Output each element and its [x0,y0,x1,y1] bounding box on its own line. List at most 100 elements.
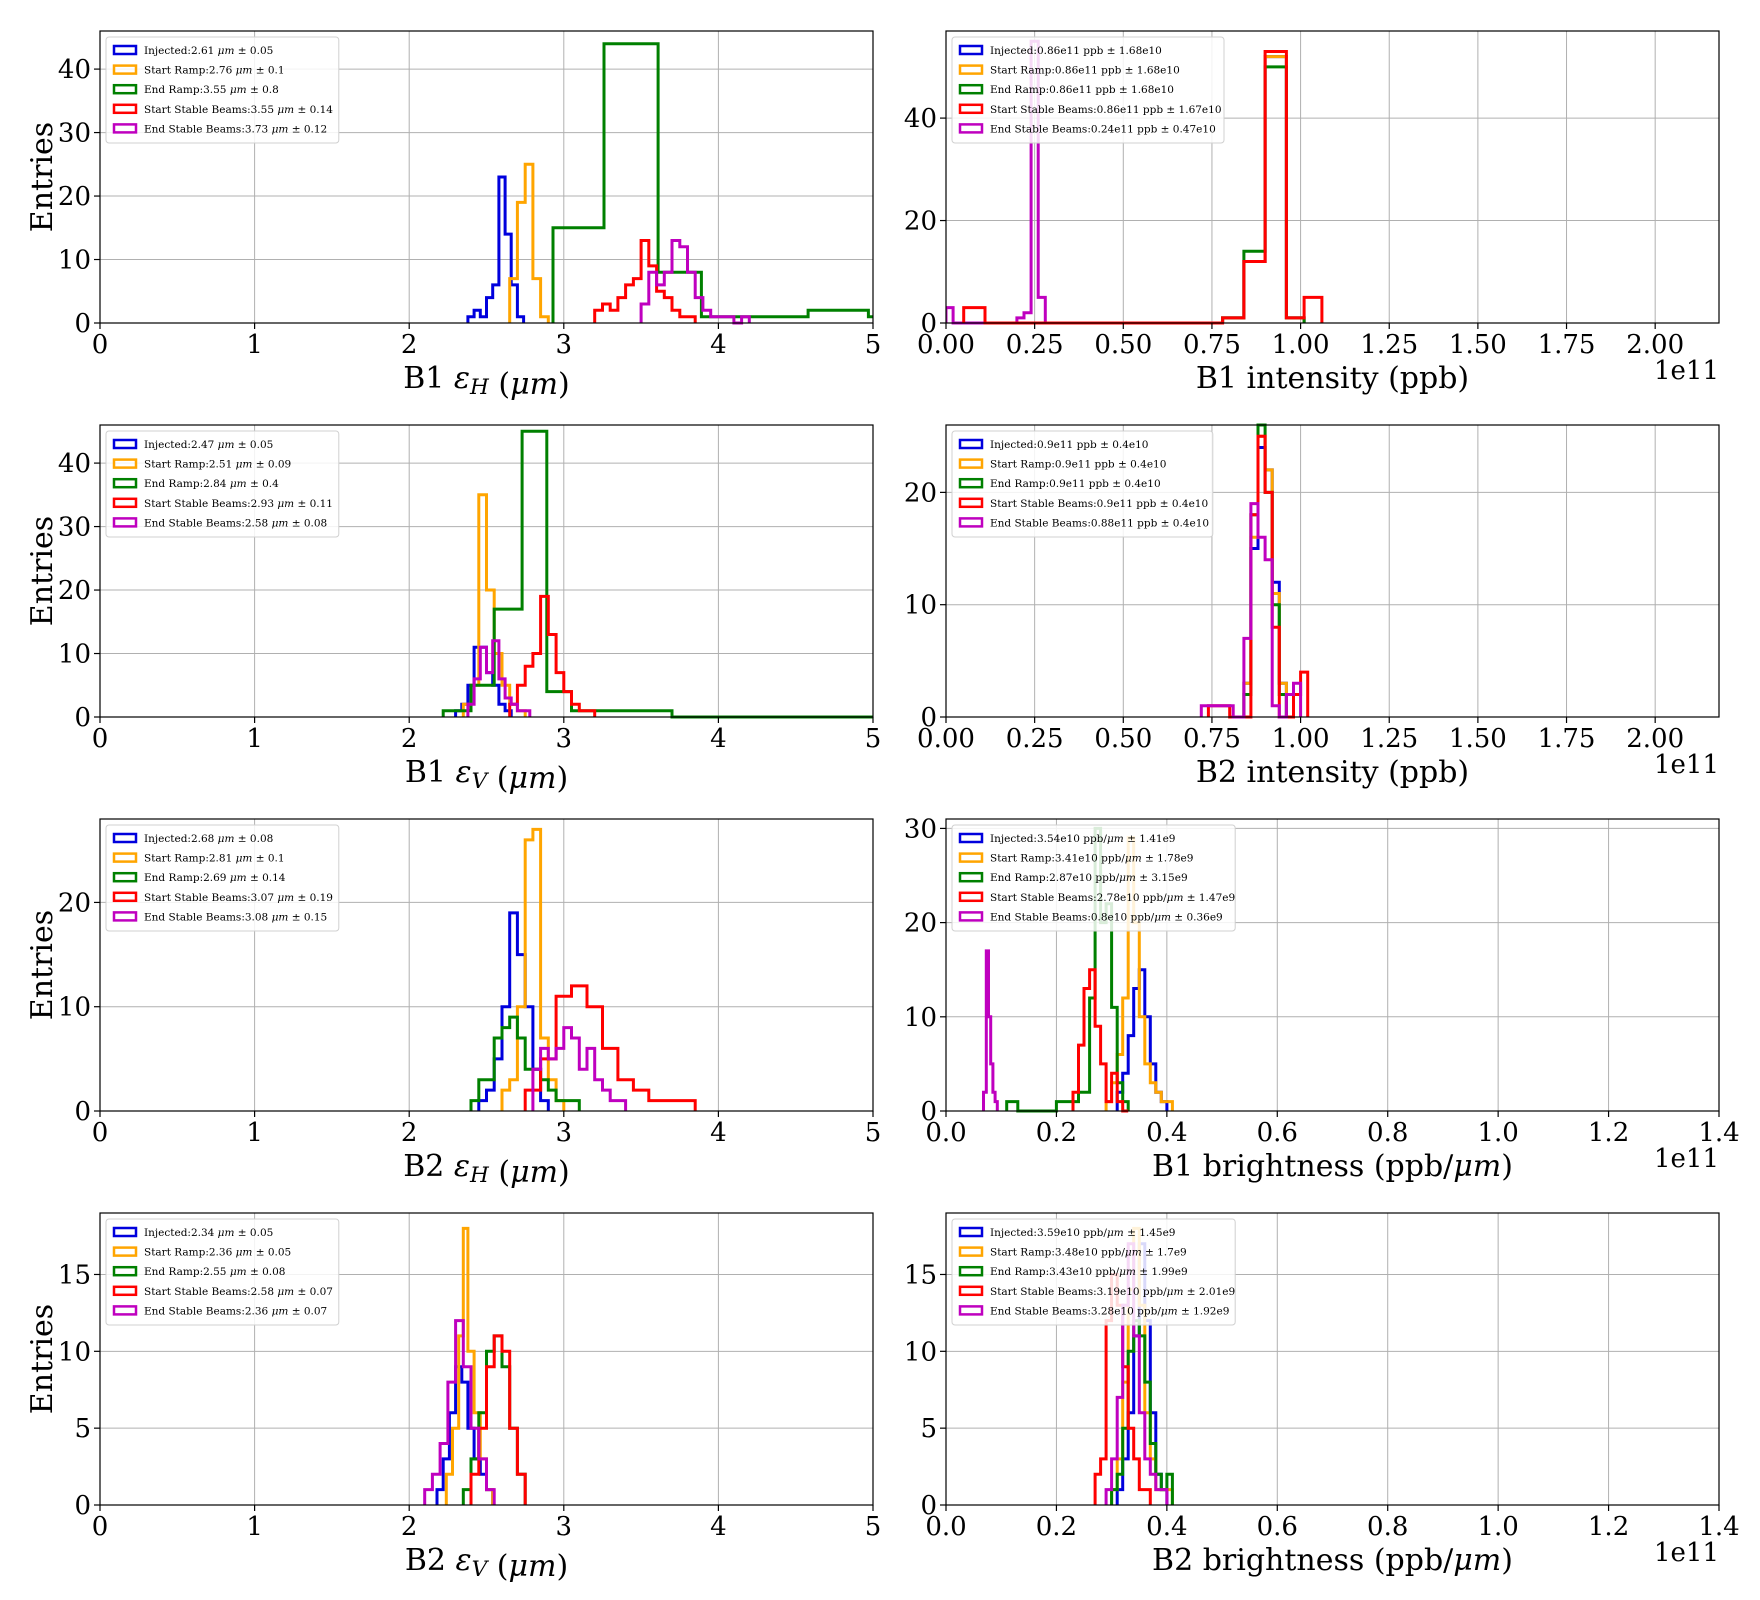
x-tick-label: 1.25 [1360,724,1418,754]
x-offset-label: 1e11 [1654,1144,1719,1174]
y-tick-label: 20 [904,909,937,939]
legend-swatch-end-ramp [112,477,138,489]
axes-frame [99,424,874,718]
histogram-end-ramp [469,1015,581,1111]
legend-box [105,430,340,538]
legend-label-injected: Injected:2.47 μm ± 0.05 [144,439,273,451]
legend-label-end-ramp: End Ramp:2.87e10 ppb/μm ± 3.15e9 [990,872,1188,884]
x-tick-label: 4 [710,1512,727,1542]
histograms [1199,423,1310,719]
legend-label-injected: Injected:0.86e11 ppb ± 1.68e10 [990,45,1162,57]
y-tick-label: 30 [58,513,91,543]
legend-label-injected: Injected:0.9e11 ppb ± 0.4e10 [990,439,1148,451]
x-tick-label: 5 [865,1512,882,1542]
x-tick-label: 0 [92,1118,109,1148]
y-axis-label: Entries [25,122,60,232]
x-axis-label: B2 intensity (ppb) [1196,755,1469,790]
legend-swatch-injected [112,1226,138,1238]
legend-label-injected: Injected:2.68 μm ± 0.08 [144,833,273,845]
x-tick-label: 5 [865,330,882,360]
y-tick-label: 20 [58,182,91,212]
axes-frame [99,818,874,1112]
x-tick-label: 1.2 [1588,1118,1629,1148]
legend-label-start-stable-beams: Start Stable Beams:0.86e11 ppb ± 1.67e10 [990,104,1222,116]
x-axis-label: B1 εH (μm) [403,361,570,402]
legend-label-end-ramp: End Ramp:2.84 μm ± 0.4 [144,478,279,490]
legend-swatch-start-stable-beams [112,497,138,509]
panel-b2-ev: 0 1 2 3 4 5 0 5 10 15 B2 εV (μm) Entries Injected:2.… [25,1212,882,1584]
x-tick-label: 0.6 [1257,1512,1298,1542]
legend-label-start-stable-beams: Start Stable Beams:3.07 μm ± 0.19 [144,892,333,904]
x-tick-label: 0.8 [1367,1118,1408,1148]
x-tick-label: 4 [710,1118,727,1148]
x-tick-label: 1.50 [1449,724,1507,754]
legend-swatch-start-stable-beams [958,103,984,115]
legend-box [951,824,1236,932]
x-axis-label: B1 brightness (ppb/μm) [1152,1149,1513,1184]
legend-label-start-stable-beams: Start Stable Beams:3.19e10 ppb/μm ± 2.01… [990,1286,1235,1298]
x-tick-label: 3 [556,724,573,754]
legend: Injected:0.9e11 ppb ± 0.4e10 Start Ramp:0… [951,430,1214,538]
x-tick-label: 1.75 [1538,330,1596,360]
axes-frame [945,818,1720,1112]
x-tick-label: 0.00 [917,724,975,754]
legend-label-start-stable-beams: Start Stable Beams:2.93 μm ± 0.11 [144,498,333,510]
legend-label-start-stable-beams: Start Stable Beams:2.78e10 ppb/μm ± 1.47… [990,892,1235,904]
x-tick-label: 4 [710,724,727,754]
legend: Injected:0.86e11 ppb ± 1.68e10 Start Ramp… [951,36,1225,144]
x-tick-label: 1.4 [1698,1512,1739,1542]
legend-box [105,824,340,932]
legend-label-end-stable-beams: End Stable Beams:0.24e11 ppb ± 0.47e10 [990,123,1216,135]
y-tick-label: 5 [920,1414,937,1444]
legend-label-injected: Injected:3.54e10 ppb/μm ± 1.41e9 [990,833,1175,845]
panel-b1-eh: 0 1 2 3 4 5 0 10 20 30 40 B1 εH (μm) Entries Injected… [25,30,882,402]
legend-swatch-injected [112,438,138,450]
legend-label-end-ramp: End Ramp:2.69 μm ± 0.14 [144,872,286,884]
y-tick-label: 0 [74,309,91,339]
y-tick-label: 10 [58,640,91,670]
legend-swatch-start-stable-beams [958,891,984,903]
legend-label-start-ramp: Start Ramp:0.86e11 ppb ± 1.68e10 [990,65,1180,77]
legend-swatch-end-ramp [958,1265,984,1277]
x-tick-label: 3 [556,330,573,360]
y-tick-label: 5 [74,1414,91,1444]
x-tick-label: 0.4 [1146,1512,1187,1542]
x-offset-label: 1e11 [1654,750,1719,780]
legend-label-start-ramp: Start Ramp:3.41e10 ppb/μm ± 1.78e9 [990,853,1193,865]
legend-box [951,36,1225,144]
panel-b1-brightness: 0.0 0.2 0.4 0.6 0.8 1.0 1.2 1.4 0 10 20 30 B1 bright… [904,814,1740,1184]
legend-swatch-end-ramp [112,871,138,883]
y-tick-label: 0 [920,309,937,339]
x-tick-label: 1.75 [1538,724,1596,754]
histogram-injected [466,175,526,323]
x-tick-label: 1.0 [1477,1118,1518,1148]
y-tick-label: 40 [904,104,937,134]
legend-swatch-end-stable-beams [958,911,984,922]
histogram-end-stable-beams [423,1319,496,1505]
histogram-end-stable-beams [982,949,999,1111]
histogram-start-ramp [500,827,566,1111]
x-tick-label: 0.2 [1036,1118,1077,1148]
histogram-end-stable-beams [466,639,532,717]
axes-frame [99,30,874,324]
y-tick-label: 40 [58,449,91,479]
x-tick-label: 1.00 [1272,724,1330,754]
x-tick-label: 0.4 [1146,1118,1187,1148]
legend-swatch-injected [958,44,984,56]
x-tick-label: 0.8 [1367,1512,1408,1542]
y-tick-label: 0 [920,1491,937,1521]
x-tick-label: 2 [401,724,418,754]
y-tick-label: 20 [58,576,91,606]
legend-swatch-start-ramp [112,458,138,469]
legend-swatch-end-stable-beams [112,517,138,528]
legend-swatch-end-ramp [958,871,984,883]
histogram-end-stable-beams [946,39,1047,325]
legend-box [105,1218,340,1326]
histogram-start-ramp [508,162,550,323]
axes-frame [945,30,1720,324]
x-tick-label: 0.75 [1183,724,1241,754]
legend-label-end-stable-beams: End Stable Beams:3.73 μm ± 0.12 [144,123,327,135]
x-tick-label: 0.50 [1094,724,1152,754]
legend-swatch-start-ramp [958,64,984,75]
legend-box [105,36,340,144]
